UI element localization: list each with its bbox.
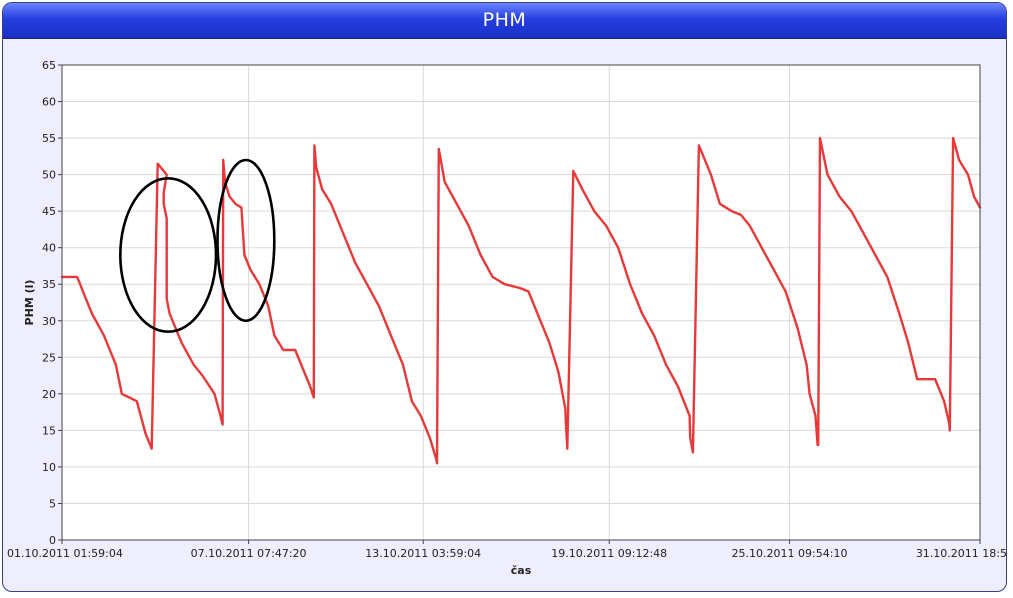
annotation-ellipse [216,158,276,323]
y-tick-label: 25 [42,351,56,364]
annotation-ellipse [119,176,218,334]
y-tick-label: 60 [42,96,56,109]
y-tick-label: 15 [42,424,56,437]
y-tick-label: 30 [42,315,56,328]
y-tick-label: 50 [42,169,56,182]
chart-panel: PHM 0 5 10 15 20 25 30 35 40 45 50 55 60 65 01.10.201… [2,2,1007,592]
y-tick-label: 65 [42,59,56,72]
y-axis-title: PHM (l) [23,280,36,326]
x-axis-title: čas [511,564,532,577]
line-chart: 0 5 10 15 20 25 30 35 40 45 50 55 60 65 01.10.2011 01… [7,59,1007,577]
annotations [119,158,276,334]
series-group [60,136,982,465]
y-tick-label: 20 [42,388,56,401]
y-tick-label: 35 [42,278,56,291]
x-axis: 01.10.2011 01:59:04 07.10.2011 07:47:20 13… [7,540,1007,560]
y-tick-label: 0 [49,534,56,547]
plot-area [62,65,980,540]
panel-title: PHM [3,3,1006,39]
y-tick-label: 40 [42,242,56,255]
y-tick-label: 45 [42,205,56,218]
x-tick-label: 07.10.2011 07:47:20 [191,547,307,560]
y-tick-label: 10 [42,461,56,474]
x-tick-label: 13.10.2011 03:59:04 [365,547,481,560]
series-line [60,136,982,465]
y-tick-label: 55 [42,132,56,145]
plot-border [61,64,981,541]
x-tick-label: 19.10.2011 09:12:48 [551,547,667,560]
x-tick-label: 25.10.2011 09:54:10 [732,547,848,560]
x-tick-label: 01.10.2011 01:59:04 [7,547,123,560]
x-tick-label: 31.10.2011 18:5 [916,547,1007,560]
y-tick-label: 5 [49,497,56,510]
y-axis: 0 5 10 15 20 25 30 35 40 45 50 55 60 65 [42,59,62,547]
